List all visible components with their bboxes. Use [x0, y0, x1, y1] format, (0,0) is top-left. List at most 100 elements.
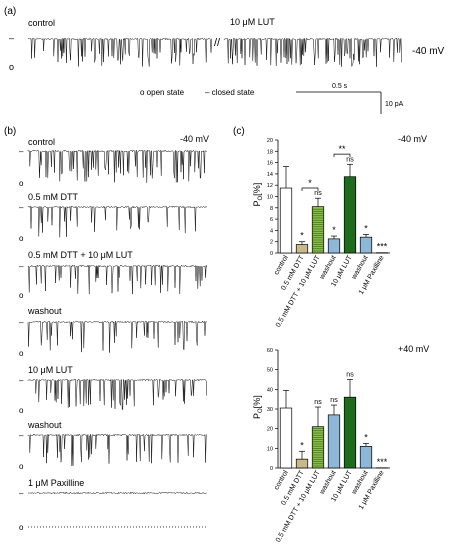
trace-b-label: 1 μM Paxilline — [28, 478, 84, 488]
trace-b-path — [27, 320, 208, 353]
y-tick-label: 10 — [267, 446, 273, 452]
y-tick-label: 6 — [270, 217, 273, 223]
trace-b-closed-marker: – — [19, 431, 24, 440]
y-tick-label: 16 — [267, 161, 273, 167]
significance-bracket — [333, 153, 351, 158]
panel-a-closed-marker: – — [9, 33, 14, 43]
trace-b-closed-marker: – — [19, 262, 24, 271]
trace-b-label: 10 μM LUT — [28, 365, 73, 375]
bar-chart-minus40: -40 mV02468101214161820PO[%]control*0.5 … — [252, 134, 427, 329]
trace-b-open-marker: o — [19, 179, 24, 188]
y-tick-label: 50 — [267, 368, 273, 374]
bar — [327, 238, 341, 254]
bar — [295, 244, 309, 254]
y-tick-label: 0 — [270, 251, 273, 257]
significance-mark: *** — [377, 457, 388, 467]
bar — [327, 414, 341, 469]
chart-voltage-label: -40 mV — [398, 134, 427, 144]
bar — [359, 446, 373, 469]
trace-b-label: 0.5 mM DTT — [28, 192, 79, 202]
bar — [279, 187, 293, 254]
trace-a-lut — [223, 37, 402, 67]
panel-a-control-label: control — [28, 18, 55, 28]
y-tick-label: 12 — [267, 183, 273, 189]
trace-b-closed-marker: – — [19, 376, 24, 385]
panel-a-letter: (a) — [4, 6, 16, 17]
trace-b-path — [27, 205, 207, 238]
trace-b-open-marker: o — [19, 234, 24, 243]
trace-b-label: control — [28, 137, 55, 147]
trace-b-closed-marker: – — [19, 318, 24, 327]
significance-mark: *** — [377, 242, 388, 252]
bracket-label: * — [308, 178, 312, 188]
y-tick-label: 14 — [267, 172, 273, 178]
significance-mark: ns — [346, 372, 354, 379]
trace-b-closed-marker: – — [19, 203, 24, 212]
bar — [359, 236, 373, 254]
significance-mark: ns — [330, 397, 338, 404]
y-tick-label: 4 — [270, 228, 273, 234]
category-label: control — [273, 254, 290, 276]
panel-b-traces: control–o0.5 mM DTT–o0.5 mM DTT + 10 μM … — [19, 137, 208, 532]
trace-a-control — [27, 37, 212, 67]
bar — [295, 458, 309, 469]
bracket-label: ** — [338, 144, 346, 154]
panel-b-letter: (b) — [4, 126, 16, 137]
significance-mark: * — [364, 432, 368, 442]
scale-time-label: 0.5 s — [332, 83, 348, 90]
bar — [279, 407, 293, 469]
significance-mark: ns — [314, 190, 322, 197]
trace-a-control-path — [27, 37, 212, 67]
chart-voltage-label: +40 mV — [398, 344, 429, 354]
trace-b-path — [27, 491, 207, 495]
trace-b-label: washout — [27, 306, 62, 316]
y-axis-label: PO[%] — [252, 183, 264, 207]
trace-b-open-marker: o — [19, 349, 24, 358]
trace-b-open-marker: o — [19, 462, 24, 471]
y-tick-label: 30 — [267, 407, 273, 413]
significance-mark: ns — [314, 399, 322, 406]
y-tick-label: 60 — [267, 348, 273, 354]
trace-b-path — [27, 433, 208, 466]
trace-a-lut-path — [223, 37, 402, 67]
y-tick-label: 0 — [270, 466, 273, 472]
category-label: control — [273, 469, 290, 491]
bar — [343, 176, 357, 254]
significance-bracket — [301, 187, 319, 192]
trace-b-path — [27, 264, 208, 295]
y-tick-label: 8 — [270, 206, 273, 212]
y-axis-label: PO[%] — [252, 395, 264, 419]
trace-b-path — [27, 378, 208, 411]
significance-mark: * — [300, 231, 304, 241]
panel-a-lut-label: 10 μM LUT — [230, 17, 275, 27]
significance-mark: * — [332, 225, 336, 235]
trace-b-open-marker: o — [19, 523, 24, 532]
scale-current-label: 10 pA — [385, 101, 404, 108]
panel-b-voltage: -40 mV — [180, 134, 209, 144]
bar — [343, 396, 357, 469]
trace-b-label: 0.5 mM DTT + 10 μM LUT — [28, 250, 133, 260]
significance-mark: * — [300, 440, 304, 450]
trace-b-path — [27, 149, 207, 183]
y-tick-label: 18 — [267, 149, 273, 155]
significance-mark: * — [364, 223, 368, 233]
y-tick-label: 40 — [267, 387, 273, 393]
trace-break-mark: // — [214, 37, 221, 49]
trace-b-open-marker: o — [19, 291, 24, 300]
y-tick-label: 20 — [267, 427, 273, 433]
y-tick-label: 2 — [270, 240, 273, 246]
scale-bar: 0.5 s 10 pA — [296, 83, 404, 114]
trace-b-label: washout — [27, 420, 62, 430]
y-tick-label: 10 — [267, 195, 273, 201]
trace-b-closed-marker: – — [19, 489, 24, 498]
y-tick-label: 20 — [267, 138, 273, 144]
panel-a-open-marker: o — [9, 62, 14, 72]
trace-b-closed-marker: – — [19, 147, 24, 156]
legend-open-state: o open state — [140, 88, 185, 97]
panel-c-letter: (c) — [233, 126, 245, 137]
panel-a-voltage: -40 mV — [412, 46, 445, 57]
legend-closed-state: – closed state — [205, 88, 255, 97]
trace-b-open-marker: o — [19, 406, 24, 415]
